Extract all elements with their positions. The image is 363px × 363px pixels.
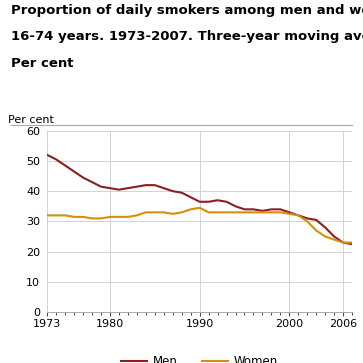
Women [63, 213, 67, 217]
Women [269, 210, 274, 215]
Text: 16-74 years. 1973-2007. Three-year moving average.: 16-74 years. 1973-2007. Three-year movin… [11, 30, 363, 43]
Women [332, 237, 337, 242]
Women [180, 210, 184, 215]
Women [90, 216, 94, 221]
Women [197, 205, 202, 210]
Men [162, 186, 166, 190]
Women [54, 213, 58, 217]
Men [171, 189, 175, 193]
Men [278, 207, 282, 212]
Men [314, 218, 318, 222]
Women [287, 212, 291, 216]
Men [296, 213, 301, 217]
Men [99, 184, 103, 189]
Women [126, 215, 130, 219]
Men [287, 210, 291, 215]
Men [269, 207, 274, 212]
Men [251, 207, 256, 212]
Men [54, 157, 58, 162]
Women [224, 210, 229, 215]
Women [341, 240, 345, 245]
Women [72, 215, 76, 219]
Women [45, 213, 49, 217]
Men [188, 195, 193, 199]
Women [99, 216, 103, 221]
Women [81, 215, 85, 219]
Women [135, 213, 139, 217]
Men [350, 242, 354, 246]
Men [180, 191, 184, 195]
Men [152, 183, 157, 187]
Men [341, 240, 345, 245]
Men [126, 186, 130, 190]
Women [323, 234, 327, 239]
Text: Per cent: Per cent [11, 57, 73, 70]
Women [350, 240, 354, 245]
Men [305, 216, 309, 221]
Men [72, 169, 76, 174]
Men [323, 225, 327, 230]
Men [63, 163, 67, 168]
Men [45, 153, 49, 157]
Women [215, 210, 220, 215]
Men [197, 200, 202, 204]
Text: Proportion of daily smokers among men and women,: Proportion of daily smokers among men an… [11, 4, 363, 17]
Women [108, 215, 112, 219]
Men [108, 186, 112, 190]
Men [332, 234, 337, 239]
Women [117, 215, 121, 219]
Women [305, 219, 309, 224]
Men [144, 183, 148, 187]
Legend: Men, Women: Men, Women [117, 351, 283, 363]
Men [135, 184, 139, 189]
Men [90, 180, 94, 184]
Line: Women: Women [47, 208, 352, 242]
Text: Per cent: Per cent [8, 115, 53, 125]
Women [296, 213, 301, 217]
Women [162, 210, 166, 215]
Women [144, 210, 148, 215]
Women [171, 212, 175, 216]
Men [81, 175, 85, 180]
Women [260, 210, 265, 215]
Men [215, 198, 220, 203]
Women [251, 210, 256, 215]
Women [242, 210, 247, 215]
Line: Men: Men [47, 155, 352, 244]
Women [233, 210, 238, 215]
Women [278, 210, 282, 215]
Women [314, 228, 318, 233]
Men [224, 200, 229, 204]
Men [242, 207, 247, 212]
Men [260, 209, 265, 213]
Women [152, 210, 157, 215]
Men [117, 187, 121, 192]
Men [207, 200, 211, 204]
Women [207, 210, 211, 215]
Women [188, 207, 193, 212]
Men [233, 204, 238, 208]
